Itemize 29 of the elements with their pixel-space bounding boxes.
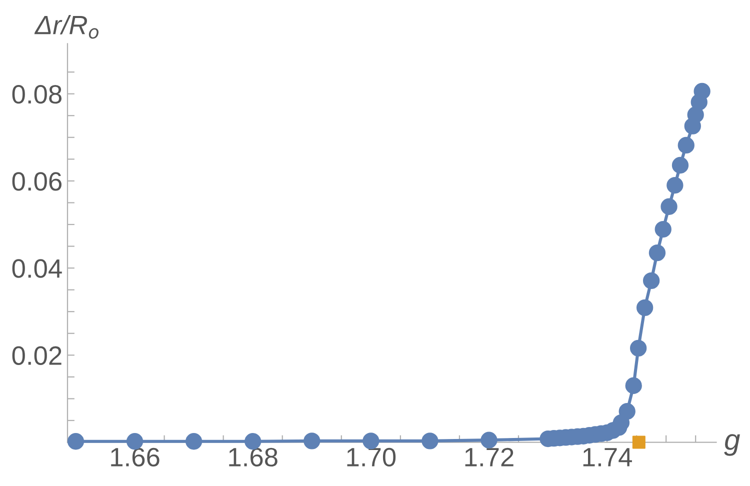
y-axis-title: Δr/R$_{o}$ bbox=[34, 15, 98, 39]
point bbox=[642, 272, 660, 290]
point bbox=[630, 340, 647, 357]
point bbox=[185, 433, 202, 450]
point bbox=[694, 82, 710, 100]
y-tick-label: 0.08 bbox=[12, 84, 62, 104]
point bbox=[304, 432, 320, 450]
y-tick-label: 0.04 bbox=[12, 259, 62, 278]
point bbox=[625, 377, 642, 394]
point bbox=[422, 432, 438, 450]
x-axis-title: g bbox=[724, 434, 740, 456]
y-tick-label: 0.06 bbox=[12, 172, 62, 191]
point bbox=[648, 244, 666, 262]
x-tick-label: 1.72 bbox=[465, 448, 514, 466]
point bbox=[678, 136, 694, 154]
x-tick-label: 1.74 bbox=[583, 448, 632, 466]
point bbox=[666, 176, 684, 194]
point bbox=[632, 436, 646, 449]
point bbox=[672, 156, 689, 174]
point bbox=[67, 433, 84, 450]
text: 1.70 bbox=[347, 448, 396, 467]
x-tick-label: 1.66 bbox=[111, 448, 160, 467]
point bbox=[654, 220, 672, 238]
x-tick-label: 1.68 bbox=[229, 448, 278, 467]
point bbox=[636, 299, 654, 316]
point bbox=[618, 403, 636, 420]
y-tick-label: 0.02 bbox=[12, 346, 62, 365]
point bbox=[660, 198, 678, 215]
point bbox=[480, 432, 498, 448]
